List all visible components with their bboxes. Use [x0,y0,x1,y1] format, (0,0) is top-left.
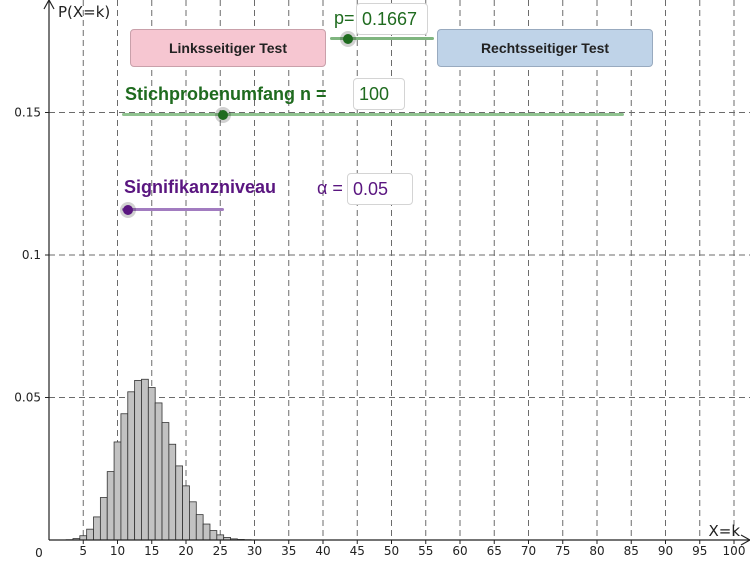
alpha-slider-track[interactable] [122,208,224,211]
x-tick-label: 45 [350,544,365,558]
bar [209,530,218,541]
bar [168,443,177,541]
bar [154,402,163,541]
bar [195,514,204,541]
right-sided-test-button[interactable]: Rechtsseitiger Test [437,29,653,67]
bar [127,391,136,541]
x-tick-label: 65 [487,544,502,558]
x-tick-label: 30 [247,544,262,558]
bar [99,497,108,541]
x-tick-label: 10 [110,544,125,558]
x-axis-label: X=k [708,522,740,540]
x-tick-label: 85 [624,544,639,558]
x-axis-arrow [740,534,750,546]
p-slider-handle[interactable] [343,34,353,44]
bars [65,378,266,541]
x-tick-label: 35 [281,544,296,558]
y-tick-label: 0.15 [14,106,41,120]
y-tick-label: 0.05 [14,391,41,405]
alpha-slider-handle[interactable] [123,205,133,215]
x-tick-label: 40 [315,544,330,558]
bar [182,485,190,541]
x-tick-label: 55 [418,544,433,558]
bar [79,535,88,541]
x-tick-label: 90 [658,544,673,558]
x-tick-label: 100 [723,544,746,558]
y-tick-label: 0.1 [22,248,41,262]
bar [202,523,211,541]
bar [106,471,115,541]
bar [141,378,149,541]
x-tick-label: 70 [521,544,536,558]
x-tick-label: 5 [79,544,87,558]
bar [175,465,183,541]
p-label: p= [334,8,355,28]
x-tick-label: 95 [692,544,707,558]
sample-size-slider-handle[interactable] [218,110,228,120]
grid [49,0,750,540]
bar [93,516,101,541]
x-tick-label: 20 [178,544,193,558]
x-tick-label: 0 [35,546,43,560]
bar [216,534,225,541]
bar [134,379,142,541]
bar [189,501,197,541]
x-tick-label: 60 [452,544,467,558]
p-input[interactable]: 0.1667 [356,3,428,35]
bar [147,387,156,541]
x-tick-label: 80 [589,544,604,558]
sample-size-slider-track[interactable] [122,113,624,116]
left-sided-test-button[interactable]: Linksseitiger Test [130,29,326,67]
y-axis-arrow [43,0,55,10]
bar [86,528,94,541]
alpha-input[interactable]: 0.05 [347,173,413,205]
sample-size-input[interactable]: 100 [353,78,405,110]
bar [161,422,170,541]
bar [120,413,129,541]
p-slider-track[interactable] [330,37,434,40]
x-tick-label: 50 [384,544,399,558]
sample-size-label: Stichprobenumfang n = [125,84,327,104]
x-tick-label: 25 [213,544,228,558]
x-tick-label: 75 [555,544,570,558]
alpha-label: α = [317,178,343,198]
x-tick-label: 15 [144,544,159,558]
axes: 0 5 10 15 20 25 30 35 40 45 50 55 60 65 70 75 80 85 90 95 10… [14,0,750,560]
bar [113,441,122,541]
significance-level-title: Signifikanzniveau [124,177,277,197]
y-axis-label: P(X=k) [58,3,110,21]
